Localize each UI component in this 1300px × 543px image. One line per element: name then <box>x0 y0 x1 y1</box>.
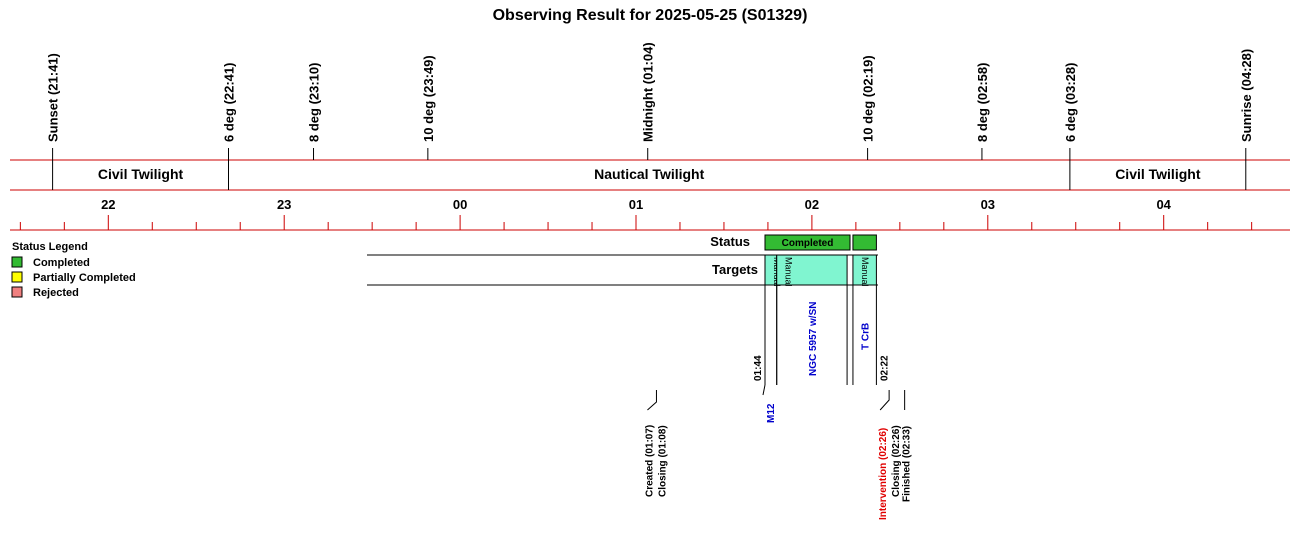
target-name-1: NGC 5957 w/SN <box>808 302 819 376</box>
event-label-0: Created (01:07) <box>644 425 655 497</box>
status-blocks: Completed <box>764 234 877 251</box>
marker-label-8: Sunrise (04:28) <box>1239 49 1254 142</box>
band-grid-lines <box>10 159 1290 231</box>
status-block-1 <box>852 234 877 251</box>
legend-label-2: Rejected <box>33 287 79 299</box>
chart-title: Observing Result for 2025-05-25 (S01329) <box>493 7 808 24</box>
status-block-0 <box>764 234 851 251</box>
hour-label-3: 01 <box>629 197 643 212</box>
time-mark-1: 02:22 <box>879 355 890 381</box>
hour-label-1: 23 <box>277 197 291 212</box>
target-name-leader-0 <box>762 384 766 396</box>
hour-label-5: 03 <box>981 197 995 212</box>
event-label-1: Closing (01:08) <box>657 425 668 497</box>
marker-label-7: 6 deg (03:28) <box>1063 63 1078 142</box>
targets-row-label: Targets <box>712 262 758 277</box>
marker-label-3: 10 deg (23:49) <box>421 55 436 142</box>
event-label-4: Finished (02:33) <box>902 426 913 502</box>
time-marks: 01:44 02:22 <box>753 355 890 381</box>
legend-swatch-1 <box>11 271 23 283</box>
legend-label-1: Partially Completed <box>33 272 136 284</box>
target-mode-1: Manual <box>784 257 794 287</box>
events: Created (01:07) Closing (01:08) Interventi… <box>644 390 913 520</box>
marker-label-0: Sunset (21:41) <box>46 53 61 142</box>
twilight-band-1: Nautical Twilight <box>594 166 705 182</box>
twilight-markers: Sunset (21:41) 6 deg (22:41) 8 deg (23:10)… <box>46 42 1254 190</box>
legend-title: Status Legend <box>12 241 88 253</box>
event-label-2: Intervention (02:26) <box>878 428 889 520</box>
status-row-label: Status <box>710 234 750 249</box>
marker-label-5: 10 deg (02:19) <box>861 55 876 142</box>
marker-label-1: 6 deg (22:41) <box>221 63 236 142</box>
target-block-2 <box>852 254 877 286</box>
twilight-band-0: Civil Twilight <box>98 166 184 182</box>
target-block-1 <box>776 254 848 286</box>
marker-label-4: Midnight (01:04) <box>641 42 656 142</box>
legend-items: Completed Partially Completed Rejected <box>11 256 136 299</box>
status-block-label-0: Completed <box>782 238 834 249</box>
status-legend: Status Legend Completed Partially Complet… <box>11 241 136 299</box>
legend-label-0: Completed <box>33 257 90 269</box>
twilight-band-2: Civil Twilight <box>1115 166 1201 182</box>
marker-label-6: 8 deg (02:58) <box>975 63 990 142</box>
hour-label-6: 04 <box>1156 197 1171 212</box>
hour-axis: 22 23 00 01 02 03 04 <box>19 197 1253 230</box>
hour-label-2: 00 <box>453 197 467 212</box>
target-mode-2: Manual <box>860 257 870 287</box>
legend-swatch-0 <box>11 256 23 268</box>
target-name-0: M12 <box>766 403 777 423</box>
marker-label-2: 8 deg (23:10) <box>307 63 322 142</box>
twilight-bands: Civil Twilight Nautical Twilight Civil Twi… <box>98 166 1201 182</box>
event-label-3: Closing (02:26) <box>891 425 902 497</box>
target-name-2: T CrB <box>861 323 872 350</box>
hour-label-4: 02 <box>805 197 819 212</box>
hour-label-0: 22 <box>101 197 115 212</box>
legend-swatch-2 <box>11 286 23 298</box>
event-leader-intervention <box>879 390 890 411</box>
time-mark-0: 01:44 <box>753 355 764 381</box>
event-leader-created <box>647 390 657 411</box>
